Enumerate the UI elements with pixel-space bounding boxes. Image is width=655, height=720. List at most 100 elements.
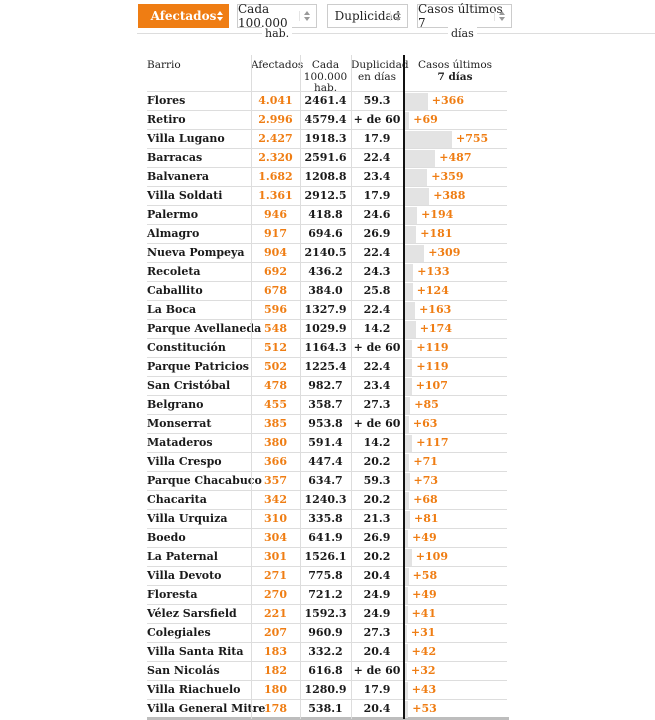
select-per-100k-label: Cada 100.000 — [238, 2, 288, 30]
row-last7-label: +163 — [419, 303, 452, 316]
row-last7-label: +107 — [415, 379, 448, 392]
row-barrio: Retiro — [147, 113, 186, 126]
column-divider — [251, 55, 252, 719]
row-duplicidad: 23.4 — [363, 379, 391, 392]
row-last7-label: +69 — [413, 113, 438, 126]
table-row: San Nicolás 182 616.8 + de 60 +32 — [147, 662, 507, 681]
select-last7[interactable]: Casos últimos 7 — [417, 2, 512, 30]
row-last7-label: +119 — [416, 341, 449, 354]
table-row: Parque Chacabuco 357 634.7 59.3 +73 — [147, 472, 507, 491]
row-afectados: 385 — [264, 417, 287, 430]
row-last7-label: +755 — [456, 132, 489, 145]
row-per-100k: 634.7 — [308, 474, 343, 487]
row-per-100k: 358.7 — [308, 398, 343, 411]
row-last7-label: +119 — [416, 360, 449, 373]
select-duplicidad-label: Duplicidad — [334, 9, 401, 23]
row-last7-label: +42 — [411, 645, 437, 658]
row-bar — [405, 111, 410, 129]
select-duplicidad[interactable]: Duplicidad — [327, 4, 408, 28]
row-duplicidad: 17.9 — [363, 189, 391, 202]
row-barrio: Barracas — [147, 151, 203, 164]
row-afectados: 548 — [264, 322, 287, 335]
row-afectados: 270 — [264, 588, 287, 601]
row-bar-zone: +53 — [405, 700, 507, 718]
row-afectados: 917 — [264, 227, 287, 240]
row-barrio: Parque Chacabuco — [147, 474, 262, 487]
col-header-afectados: Afectados — [251, 59, 304, 71]
row-bar — [405, 92, 428, 110]
sort-select-label: Afectados — [150, 9, 217, 23]
row-bar-zone: +133 — [405, 263, 507, 281]
row-barrio: Villa Devoto — [147, 569, 222, 582]
table-row: Boedo 304 641.9 26.9 +49 — [147, 529, 507, 548]
table-row: Almagro 917 694.6 26.9 +181 — [147, 225, 507, 244]
row-duplicidad: 26.9 — [363, 227, 391, 240]
row-afectados: 183 — [264, 645, 287, 658]
table-row: Parque Avellaneda 548 1029.9 14.2 +174 — [147, 320, 507, 339]
row-per-100k: 1526.1 — [304, 550, 347, 563]
updown-arrows-icon — [494, 11, 505, 21]
row-barrio: Recoleta — [147, 265, 201, 278]
row-bar-zone: +73 — [405, 472, 507, 490]
row-afectados: 596 — [264, 303, 287, 316]
column-divider — [300, 55, 301, 719]
col-header-duplicidad: Duplicidad en días — [351, 59, 409, 83]
row-bar-zone: +42 — [405, 643, 507, 661]
row-duplicidad: 24.3 — [363, 265, 391, 278]
row-bar — [405, 453, 410, 471]
row-barrio: Nueva Pompeya — [147, 246, 245, 259]
table-row: Chacarita 342 1240.3 20.2 +68 — [147, 491, 507, 510]
select-per-100k[interactable]: Cada 100.000 — [237, 2, 317, 30]
row-afectados: 1.682 — [258, 170, 293, 183]
row-duplicidad: 14.2 — [363, 436, 391, 449]
row-afectados: 4.041 — [258, 94, 293, 107]
row-bar-zone: +85 — [405, 396, 507, 414]
row-last7-label: +41 — [411, 607, 437, 620]
row-bar-zone: +181 — [405, 225, 507, 243]
row-duplicidad: 26.9 — [363, 531, 391, 544]
row-duplicidad: 24.6 — [363, 208, 391, 221]
row-last7-label: +85 — [414, 398, 439, 411]
row-duplicidad: 14.2 — [363, 322, 391, 335]
row-barrio: Colegiales — [147, 626, 211, 639]
row-barrio: Villa Santa Rita — [147, 645, 244, 658]
row-per-100k: 1225.4 — [304, 360, 347, 373]
row-barrio: Boedo — [147, 531, 186, 544]
row-duplicidad: 27.3 — [363, 626, 391, 639]
row-afectados: 207 — [264, 626, 287, 639]
row-per-100k: 775.8 — [308, 569, 343, 582]
row-barrio: Villa Urquiza — [147, 512, 228, 525]
row-per-100k: 1280.9 — [304, 683, 347, 696]
row-barrio: Chacarita — [147, 493, 207, 506]
select-last7-sublabel: días — [448, 27, 477, 40]
row-afectados: 178 — [264, 702, 287, 715]
row-barrio: Parque Patricios — [147, 360, 249, 373]
row-bar — [405, 244, 425, 262]
row-bar — [405, 548, 412, 566]
row-afectados: 1.361 — [258, 189, 293, 202]
row-duplicidad: 21.3 — [363, 512, 391, 525]
row-bar-zone: +755 — [405, 130, 507, 148]
row-barrio: Mataderos — [147, 436, 213, 449]
row-duplicidad: 25.8 — [363, 284, 391, 297]
row-duplicidad: 22.4 — [363, 151, 391, 164]
row-per-100k: 1029.9 — [304, 322, 347, 335]
updown-arrows-icon — [390, 11, 401, 21]
row-bar — [405, 681, 408, 699]
row-per-100k: 436.2 — [308, 265, 343, 278]
row-per-100k: 616.8 — [308, 664, 343, 677]
select-last7-label: Casos últimos 7 — [418, 2, 503, 30]
row-bar-zone: +194 — [405, 206, 507, 224]
row-afectados: 904 — [264, 246, 287, 259]
row-afectados: 357 — [264, 474, 287, 487]
row-last7-label: +487 — [439, 151, 472, 164]
row-bar-zone: +49 — [405, 586, 507, 604]
row-duplicidad: 27.3 — [363, 398, 391, 411]
sort-select-afectados[interactable]: Afectados — [138, 4, 229, 28]
row-barrio: Belgrano — [147, 398, 204, 411]
row-bar-zone: +124 — [405, 282, 507, 300]
row-afectados: 301 — [264, 550, 287, 563]
col-header-barrio: Barrio — [147, 59, 181, 71]
row-bar-zone: +58 — [405, 567, 507, 585]
